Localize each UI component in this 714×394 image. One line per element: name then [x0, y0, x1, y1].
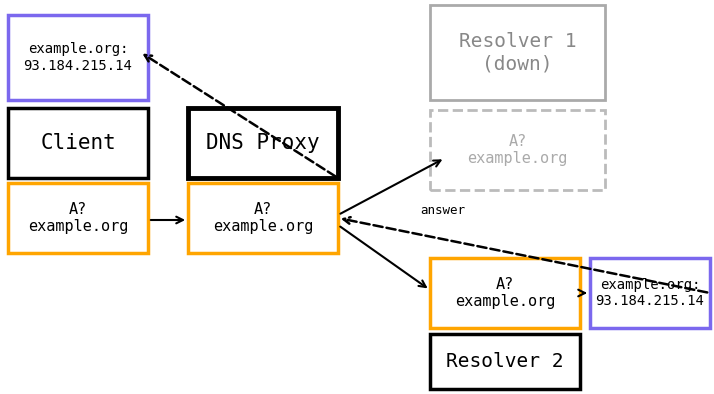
FancyBboxPatch shape [430, 110, 605, 190]
Text: A?
example.org: A? example.org [213, 202, 313, 234]
Text: A?
example.org: A? example.org [467, 134, 568, 166]
FancyBboxPatch shape [8, 108, 148, 178]
Text: DNS Proxy: DNS Proxy [206, 133, 320, 153]
Text: Client: Client [40, 133, 116, 153]
Text: example.org:
93.184.215.14: example.org: 93.184.215.14 [595, 278, 705, 308]
FancyBboxPatch shape [8, 15, 148, 100]
Text: A?
example.org: A? example.org [455, 277, 555, 309]
Text: answer: answer [420, 203, 465, 216]
FancyBboxPatch shape [590, 258, 710, 328]
Text: example.org:
93.184.215.14: example.org: 93.184.215.14 [24, 43, 132, 72]
FancyBboxPatch shape [430, 334, 580, 389]
Text: Resolver 1
(down): Resolver 1 (down) [459, 32, 576, 73]
FancyBboxPatch shape [188, 108, 338, 178]
Text: Resolver 2: Resolver 2 [446, 352, 564, 371]
FancyBboxPatch shape [188, 183, 338, 253]
FancyBboxPatch shape [430, 5, 605, 100]
FancyBboxPatch shape [8, 183, 148, 253]
Text: A?
example.org: A? example.org [28, 202, 129, 234]
FancyBboxPatch shape [430, 258, 580, 328]
